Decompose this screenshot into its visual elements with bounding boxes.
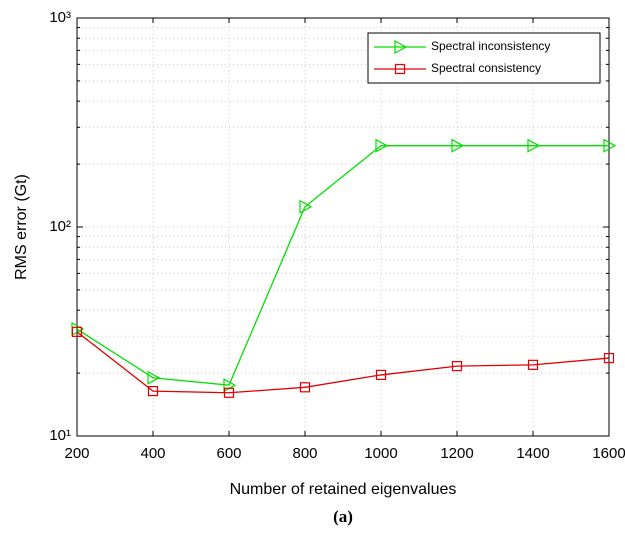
x-tick-label: 1600: [592, 445, 625, 462]
y-tick-label: 10¹: [49, 427, 71, 444]
legend-label: Spectral consistency: [431, 61, 541, 75]
legend-label: Spectral inconsistency: [431, 39, 550, 53]
marker: [603, 138, 617, 153]
x-tick-label: 200: [64, 445, 89, 462]
x-tick-label: 800: [292, 445, 317, 462]
marker: [603, 352, 615, 364]
x-tick-label: 1400: [516, 445, 549, 462]
x-tick-label: 400: [140, 445, 165, 462]
legend-box: [367, 32, 601, 84]
caption: (a): [333, 507, 353, 526]
marker: [527, 138, 541, 153]
marker: [71, 326, 83, 337]
marker: [223, 387, 235, 398]
series-line: [76, 331, 610, 394]
x-tick-label: 1200: [440, 445, 473, 462]
marker: [375, 369, 387, 381]
legend-marker: [394, 63, 406, 75]
marker: [451, 138, 465, 153]
legend-marker: [394, 39, 408, 55]
marker: [375, 138, 389, 153]
x-tick-label: 600: [216, 445, 241, 462]
y-tick-label: 10³: [49, 9, 71, 26]
x-axis-label: Number of retained eigenvalues: [230, 481, 457, 498]
series-line: [76, 145, 609, 386]
marker: [147, 385, 159, 397]
marker: [147, 370, 161, 385]
marker: [527, 359, 539, 370]
y-axis-label: RMS error (Gt): [13, 174, 30, 280]
x-tick-label: 1000: [364, 445, 397, 462]
marker: [299, 382, 311, 393]
marker: [451, 360, 463, 372]
marker: [299, 199, 313, 214]
y-tick-label: 10²: [49, 218, 71, 235]
